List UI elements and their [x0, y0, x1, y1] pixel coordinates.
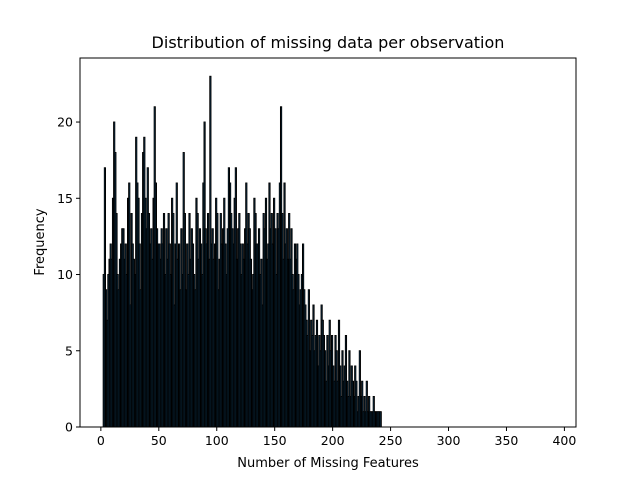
- y-tick-label: 20: [57, 115, 73, 130]
- y-tick-label: 5: [65, 343, 73, 358]
- y-tick-label: 15: [57, 191, 73, 206]
- chart-title: Distribution of missing data per observa…: [152, 33, 505, 52]
- y-tick-label: 0: [65, 420, 73, 435]
- x-tick-label: 250: [379, 433, 403, 448]
- x-tick-label: 350: [495, 433, 519, 448]
- y-axis-ticks: 0 5 10 15 20: [57, 115, 80, 435]
- x-tick-label: 0: [97, 433, 105, 448]
- y-axis-label: Frequency: [33, 208, 48, 275]
- x-tick-label: 100: [205, 433, 229, 448]
- histogram-bar: [379, 411, 382, 428]
- x-axis-ticks: 0 50 100 150 200 250 300 350 400: [97, 427, 576, 448]
- x-tick-label: 150: [263, 433, 287, 448]
- x-tick-label: 50: [151, 433, 167, 448]
- plot-frame: [79, 57, 577, 428]
- x-axis-label: Number of Missing Features: [237, 456, 419, 471]
- x-tick-label: 200: [321, 433, 345, 448]
- x-tick-label: 400: [552, 433, 576, 448]
- x-tick-label: 300: [437, 433, 461, 448]
- y-tick-label: 10: [57, 267, 73, 282]
